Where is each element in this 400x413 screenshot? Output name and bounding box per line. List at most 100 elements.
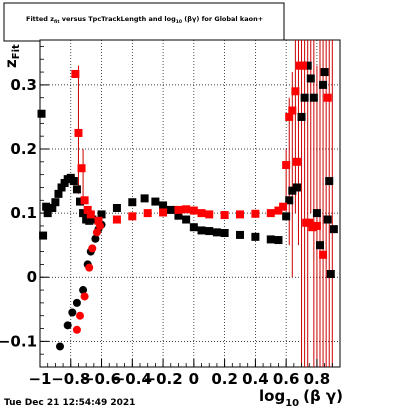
chart-title: Fitted zfit versus TpcTrackLength and lo… <box>26 15 263 25</box>
data-point-square <box>251 232 260 241</box>
data-point-square <box>112 215 121 224</box>
x-tick-label: 0.8 <box>304 370 331 388</box>
data-point-circle <box>76 311 84 320</box>
x-axis-title-main: log <box>259 387 285 405</box>
data-point-square <box>285 196 294 205</box>
x-tick-label: 0.4 <box>242 370 269 388</box>
data-point-square <box>266 235 275 244</box>
data-point-square <box>300 93 309 102</box>
data-point-square <box>128 212 137 221</box>
data-point-square <box>159 208 168 217</box>
data-point-square <box>299 61 308 70</box>
data-point-square <box>323 215 332 224</box>
data-point-square <box>174 205 183 214</box>
data-point-square <box>74 128 83 137</box>
data-point-square <box>88 215 97 224</box>
data-point-square <box>236 210 244 219</box>
data-point-circle <box>79 286 88 295</box>
data-point-square <box>309 93 318 102</box>
data-point-square <box>288 106 297 115</box>
data-point-square <box>274 236 283 245</box>
data-point-square <box>319 80 328 89</box>
data-point-square <box>279 202 288 211</box>
data-point-square <box>205 227 214 236</box>
data-point-square <box>325 177 334 186</box>
data-point-square <box>197 209 206 218</box>
y-tick-label: 0 <box>27 268 37 286</box>
data-point-square <box>48 203 57 212</box>
data-point-square <box>274 206 283 215</box>
title-pre: Fitted z <box>26 15 54 23</box>
data-point-square <box>303 61 312 70</box>
data-point-square <box>212 228 221 237</box>
data-point-square <box>292 183 301 192</box>
data-point-square <box>159 201 168 210</box>
data-point-square <box>323 93 332 102</box>
data-point-square <box>291 87 300 96</box>
data-point-square <box>128 198 137 207</box>
data-point-square <box>285 112 294 121</box>
y-axis-title: zFit <box>2 44 22 68</box>
data-point-square <box>319 250 328 259</box>
data-point-square <box>320 68 329 77</box>
data-point-circle <box>72 298 81 307</box>
data-point-square <box>166 205 175 214</box>
data-point-circle <box>92 228 101 237</box>
y-tick-label: 0.3 <box>10 76 37 94</box>
data-point-square <box>282 212 291 221</box>
data-point-square <box>94 216 103 225</box>
data-point-square <box>266 209 275 218</box>
data-point-square <box>182 215 191 224</box>
svg-text:zFit: zFit <box>2 44 22 68</box>
data-point-square <box>42 202 51 211</box>
data-point-square <box>282 161 291 170</box>
y-tick-label: 0.2 <box>10 140 37 158</box>
x-tick-label: −1 <box>28 370 51 388</box>
data-point-square <box>306 74 315 83</box>
data-point-square <box>54 189 63 198</box>
data-point-square <box>326 270 335 279</box>
data-point-square <box>312 209 321 218</box>
data-point-square <box>297 112 306 121</box>
data-point-square <box>292 157 301 166</box>
data-point-circle <box>85 263 94 272</box>
data-point-square <box>174 211 183 220</box>
y-tick-label: −0.1 <box>0 332 37 350</box>
data-point-square <box>72 185 81 194</box>
x-tick-label: −0.6 <box>82 370 121 388</box>
data-point-square <box>80 196 89 205</box>
data-point-square <box>76 197 84 206</box>
data-point-square <box>39 231 48 240</box>
data-point-square <box>112 203 121 212</box>
y-tick-label: 0.1 <box>10 204 37 222</box>
x-axis-title-sub: 10 <box>285 398 299 409</box>
x-tick-label: 0.6 <box>273 370 300 388</box>
title-box <box>3 2 285 42</box>
y-axis-title-sub: Fit <box>11 44 22 59</box>
data-point-square <box>71 69 80 78</box>
x-axis-title: log10 (β γ) <box>259 387 343 409</box>
data-point-square <box>37 109 46 118</box>
data-point-square <box>97 210 106 219</box>
data-point-square <box>140 194 149 203</box>
data-point-square <box>86 210 95 219</box>
title-post: (βγ) for Global kaon+ <box>182 15 263 23</box>
data-point-square <box>151 197 160 206</box>
y-tick-labels: −0.1 0 0.1 0.2 0.3 <box>0 76 37 350</box>
data-point-square <box>251 209 260 218</box>
x-tick-label: 0 <box>189 370 199 388</box>
x-axis-title-post: (β γ) <box>303 387 343 405</box>
marker-layer <box>37 61 338 351</box>
timestamp: Tue Dec 21 12:54:49 2021 <box>4 398 135 408</box>
data-point-square <box>77 164 86 173</box>
data-point-square <box>83 205 92 214</box>
data-point-square <box>51 198 60 207</box>
data-point-circle <box>88 244 97 253</box>
x-tick-label: −0.4 <box>113 370 152 388</box>
data-point-circle <box>91 234 100 243</box>
data-point-square <box>197 226 206 235</box>
data-point-square <box>189 223 198 232</box>
data-point-square <box>69 177 78 186</box>
data-point-square <box>312 221 321 230</box>
